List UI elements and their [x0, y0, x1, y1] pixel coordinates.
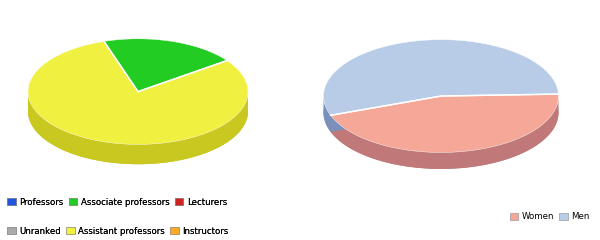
Polygon shape — [323, 56, 559, 132]
Polygon shape — [331, 96, 559, 169]
Polygon shape — [104, 59, 227, 92]
Polygon shape — [323, 96, 331, 132]
Polygon shape — [28, 41, 248, 144]
Legend: Women, Men: Women, Men — [509, 212, 590, 221]
Legend: Professors, Associate professors, Lecturers: Professors, Associate professors, Lectur… — [7, 198, 227, 207]
Polygon shape — [331, 94, 559, 152]
Legend: Unranked, Assistant professors, Instructors: Unranked, Assistant professors, Instruct… — [7, 227, 229, 236]
Polygon shape — [104, 39, 227, 92]
Polygon shape — [331, 96, 559, 169]
Polygon shape — [28, 61, 248, 164]
Polygon shape — [331, 96, 441, 132]
Polygon shape — [323, 40, 559, 115]
Polygon shape — [28, 92, 248, 164]
Polygon shape — [331, 96, 441, 132]
